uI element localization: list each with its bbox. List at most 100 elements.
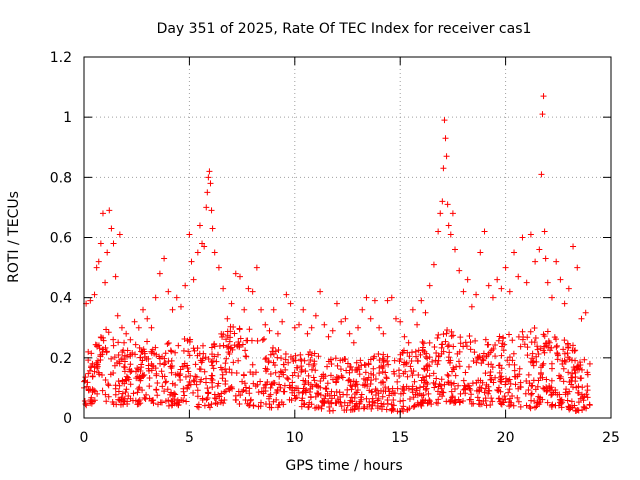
dense-data-point — [193, 381, 200, 388]
dense-data-point — [182, 373, 189, 380]
dense-data-point — [462, 386, 469, 393]
dense-data-point — [229, 346, 236, 353]
dense-data-point — [262, 356, 269, 363]
dense-data-point — [420, 340, 427, 347]
dense-data-point — [332, 379, 339, 386]
dense-data-point — [474, 355, 481, 362]
dense-data-point — [496, 333, 503, 340]
x-tick-label: 15 — [391, 430, 409, 446]
dense-data-point — [217, 364, 224, 371]
dense-data-point — [281, 388, 288, 395]
dense-data-point — [236, 400, 243, 407]
dense-data-point — [370, 365, 377, 372]
dense-data-point — [409, 372, 416, 379]
dense-data-point — [307, 394, 314, 401]
dense-data-point — [154, 401, 161, 408]
dense-data-point — [379, 355, 386, 362]
dense-data-point — [247, 396, 254, 403]
dense-data-point — [369, 388, 376, 395]
dense-data-point — [294, 385, 301, 392]
y-tick-label: 0.6 — [50, 231, 72, 247]
dense-data-point — [455, 358, 462, 365]
dense-data-point — [175, 342, 182, 349]
dense-data-point — [237, 335, 244, 342]
dense-data-point — [501, 393, 508, 400]
dense-data-point — [368, 405, 375, 412]
dense-data-point — [257, 378, 264, 385]
dense-data-point — [364, 383, 371, 390]
dense-data-point — [382, 384, 389, 391]
dense-data-point — [84, 379, 91, 386]
data-point — [209, 225, 216, 232]
dense-data-point — [454, 350, 461, 357]
data-point — [426, 282, 433, 289]
dense-data-point — [485, 383, 492, 390]
data-point — [468, 303, 475, 310]
dense-data-point — [540, 331, 547, 338]
data-point — [116, 231, 123, 238]
dense-data-point — [255, 389, 262, 396]
dense-data-point — [438, 385, 445, 392]
dense-data-point — [301, 400, 308, 407]
dense-data-point — [457, 340, 464, 347]
dense-data-point — [467, 386, 474, 393]
dense-data-point — [469, 380, 476, 387]
dense-data-point — [426, 372, 433, 379]
dense-data-point — [411, 378, 418, 385]
dense-data-point — [372, 386, 379, 393]
dense-data-point — [349, 366, 356, 373]
dense-data-point — [472, 337, 479, 344]
dense-data-point — [139, 387, 146, 394]
dense-data-point — [327, 356, 334, 363]
data-point — [502, 264, 509, 271]
dense-data-point — [476, 387, 483, 394]
dense-data-point — [242, 397, 249, 404]
dense-data-point — [282, 356, 289, 363]
data-point — [515, 273, 522, 280]
dense-data-point — [404, 349, 411, 356]
dense-data-point — [341, 407, 348, 414]
dense-data-point — [308, 366, 315, 373]
dense-data-point — [400, 397, 407, 404]
dense-data-point — [199, 342, 206, 349]
dense-data-point — [281, 382, 288, 389]
data-point — [291, 324, 298, 331]
dense-data-point — [522, 390, 529, 397]
data-point — [89, 360, 96, 367]
dense-data-point — [376, 370, 383, 377]
dense-data-point — [478, 360, 485, 367]
dense-data-point — [507, 401, 514, 408]
dense-data-point — [118, 397, 125, 404]
dense-data-point — [127, 361, 134, 368]
data-point — [570, 243, 577, 250]
dense-data-point — [83, 383, 90, 390]
dense-data-point — [263, 354, 270, 361]
dense-data-point — [561, 350, 568, 357]
dense-data-point — [500, 399, 507, 406]
dense-data-point — [482, 397, 489, 404]
data-point — [359, 306, 366, 313]
dense-data-point — [521, 341, 528, 348]
dense-data-point — [353, 359, 360, 366]
dense-data-point — [262, 382, 269, 389]
dense-data-point — [554, 342, 561, 349]
data-point — [392, 315, 399, 322]
dense-data-point — [568, 398, 575, 405]
dense-data-point — [523, 377, 530, 384]
dense-data-point — [499, 396, 506, 403]
dense-data-point — [496, 395, 503, 402]
dense-data-point — [222, 360, 229, 367]
dense-data-point — [548, 344, 555, 351]
dense-data-point — [450, 380, 457, 387]
dense-data-point — [480, 350, 487, 357]
data-point — [135, 324, 142, 331]
dense-data-point — [105, 381, 112, 388]
data-point — [262, 321, 269, 328]
data-point — [308, 324, 315, 331]
dense-data-point — [421, 366, 428, 373]
dense-data-point — [209, 384, 216, 391]
dense-data-point — [167, 347, 174, 354]
dense-data-point — [399, 385, 406, 392]
dense-data-point — [367, 370, 374, 377]
